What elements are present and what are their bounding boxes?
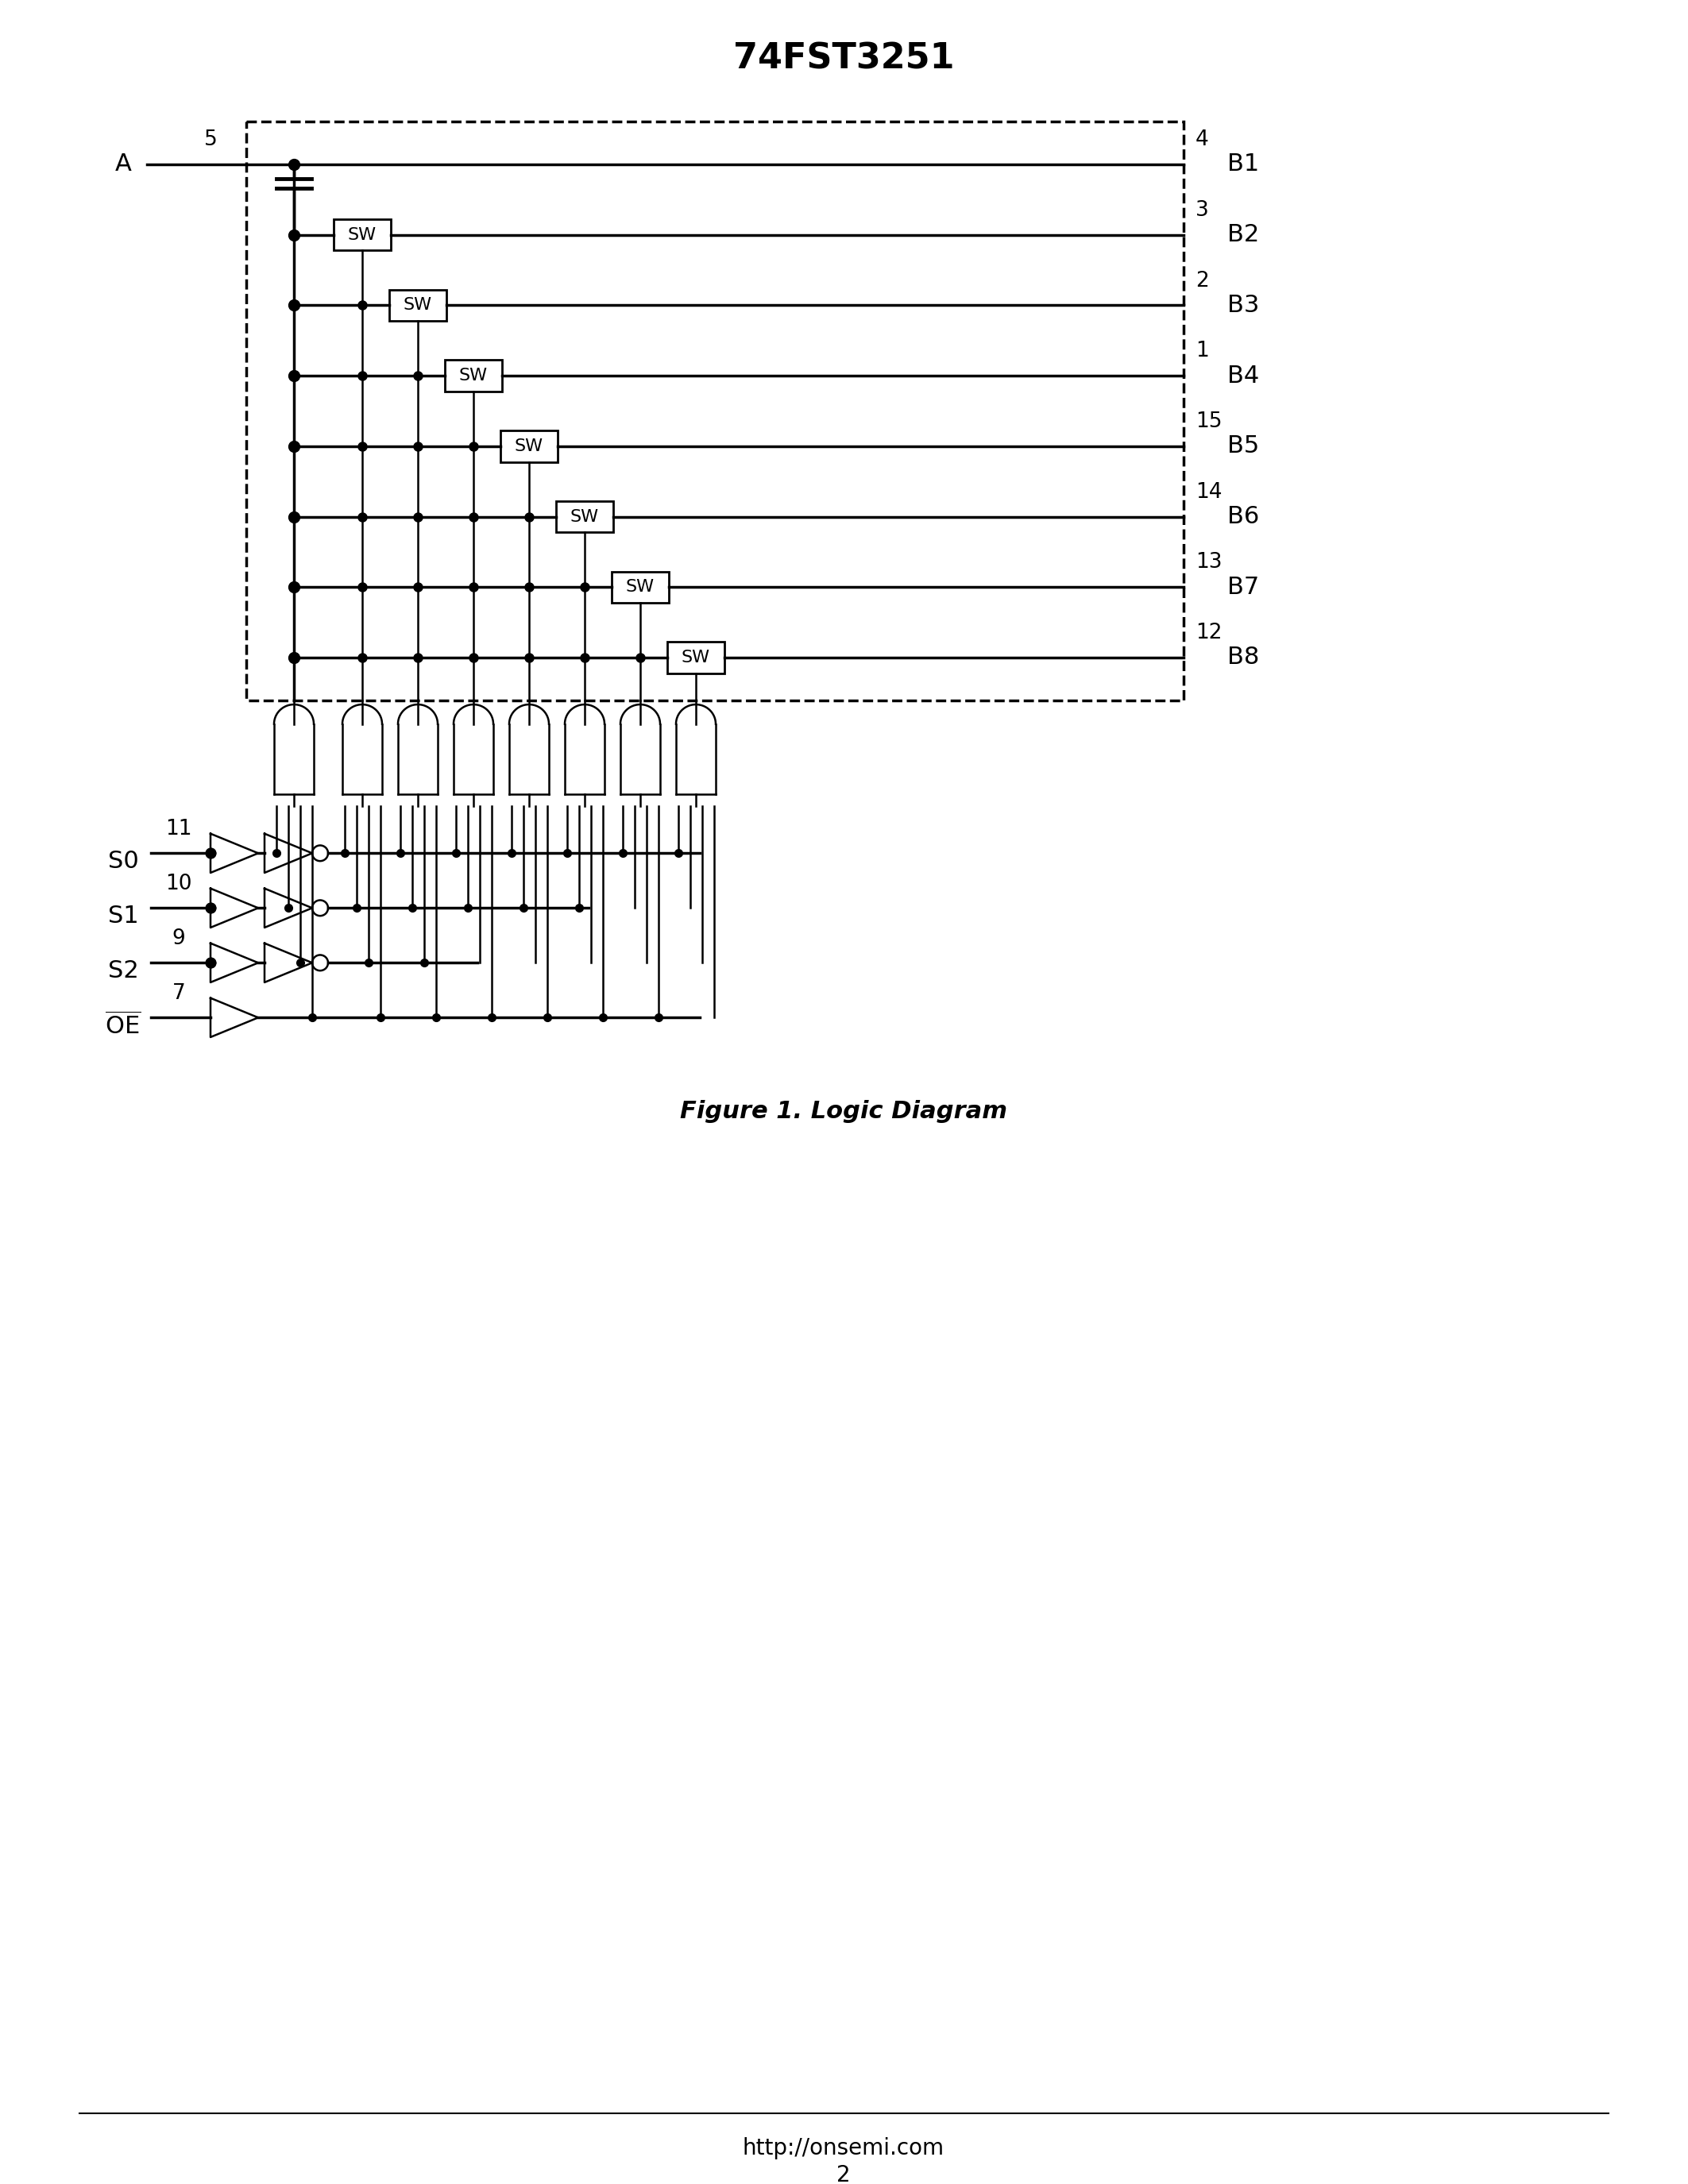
Text: S0: S0: [108, 850, 138, 874]
Text: SW: SW: [515, 439, 544, 454]
Text: SW: SW: [682, 649, 711, 666]
Text: SW: SW: [626, 579, 655, 594]
Text: SW: SW: [403, 297, 432, 312]
Text: SW: SW: [571, 509, 599, 524]
Text: 11: 11: [165, 819, 192, 839]
Text: 10: 10: [165, 874, 192, 893]
Text: 1: 1: [1195, 341, 1209, 363]
Text: B4: B4: [1227, 365, 1259, 387]
Bar: [611, 572, 668, 603]
Text: B2: B2: [1227, 223, 1259, 247]
Text: 14: 14: [1195, 483, 1222, 502]
Text: B3: B3: [1227, 295, 1259, 317]
Bar: [555, 500, 613, 533]
Text: 2: 2: [837, 2164, 851, 2184]
Text: B8: B8: [1227, 646, 1259, 668]
Text: S1: S1: [108, 904, 138, 928]
Text: 4: 4: [1195, 129, 1209, 151]
Text: SW: SW: [459, 367, 488, 384]
Bar: [500, 430, 557, 461]
Text: 3: 3: [1195, 201, 1209, 221]
Text: 5: 5: [204, 129, 218, 151]
Bar: [390, 290, 446, 321]
Text: 7: 7: [172, 983, 186, 1002]
Text: 13: 13: [1195, 553, 1222, 572]
Bar: [446, 360, 501, 391]
Text: B1: B1: [1227, 153, 1259, 177]
Text: 12: 12: [1195, 622, 1222, 644]
Text: 74FST3251: 74FST3251: [733, 41, 954, 76]
Text: Figure 1. Logic Diagram: Figure 1. Logic Diagram: [680, 1101, 1008, 1123]
Text: S2: S2: [108, 959, 138, 983]
Text: A: A: [115, 153, 132, 177]
Text: B6: B6: [1227, 505, 1259, 529]
Text: B7: B7: [1227, 577, 1259, 598]
Text: 9: 9: [172, 928, 186, 948]
Text: $\overline{\mathrm{OE}}$: $\overline{\mathrm{OE}}$: [105, 1011, 142, 1040]
Text: SW: SW: [348, 227, 376, 242]
Bar: [334, 218, 392, 251]
Text: 2: 2: [1195, 271, 1209, 290]
Bar: [667, 642, 724, 673]
Text: B5: B5: [1227, 435, 1259, 459]
Text: 15: 15: [1195, 411, 1222, 432]
Text: http://onsemi.com: http://onsemi.com: [743, 2136, 945, 2160]
